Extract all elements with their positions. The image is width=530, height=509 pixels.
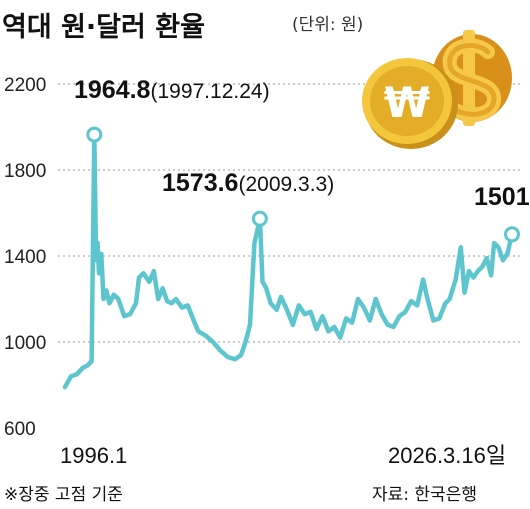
y-tick-1800: 1800 [4, 161, 46, 182]
peak-marker-2 [504, 226, 520, 243]
source-label: 자료: 한국은행 [372, 485, 477, 505]
annotation-1997-value: 1964.8 [74, 76, 151, 104]
annotation-latest-value: 1501 [474, 183, 530, 211]
peak-marker-1 [251, 210, 268, 227]
x-tick-end: 2026.3.16일 [388, 443, 506, 468]
x-tick-start: 1996.1 [60, 443, 127, 468]
annotation-1997-peak: 1964.8(1997.12.24) [74, 76, 270, 104]
y-tick-1400: 1400 [4, 247, 46, 268]
y-tick-600: 600 [4, 419, 36, 440]
unit-label: (단위: 원) [292, 15, 363, 35]
annotation-2009-date: (2009.3.3) [238, 173, 334, 196]
series-line-krw-usd [62, 132, 515, 390]
footnote: ※장중 고점 기준 [4, 485, 123, 505]
annotation-markers [86, 126, 520, 243]
y-tick-2200: 2200 [4, 75, 46, 96]
y-tick-1000: 1000 [4, 333, 46, 354]
y-axis-tick-labels: 600 1000 1400 1800 2200 [4, 75, 46, 440]
won-coin-icon: ₩ [362, 58, 458, 149]
annotation-2009-value: 1573.6 [162, 169, 238, 197]
svg-text:₩: ₩ [384, 78, 430, 127]
peak-marker-0 [86, 126, 103, 143]
annotation-2009-peak: 1573.6(2009.3.3) [162, 169, 334, 197]
chart-title: 역대 원·달러 환율 [2, 12, 205, 43]
annotation-1997-date: (1997.12.24) [150, 80, 269, 103]
